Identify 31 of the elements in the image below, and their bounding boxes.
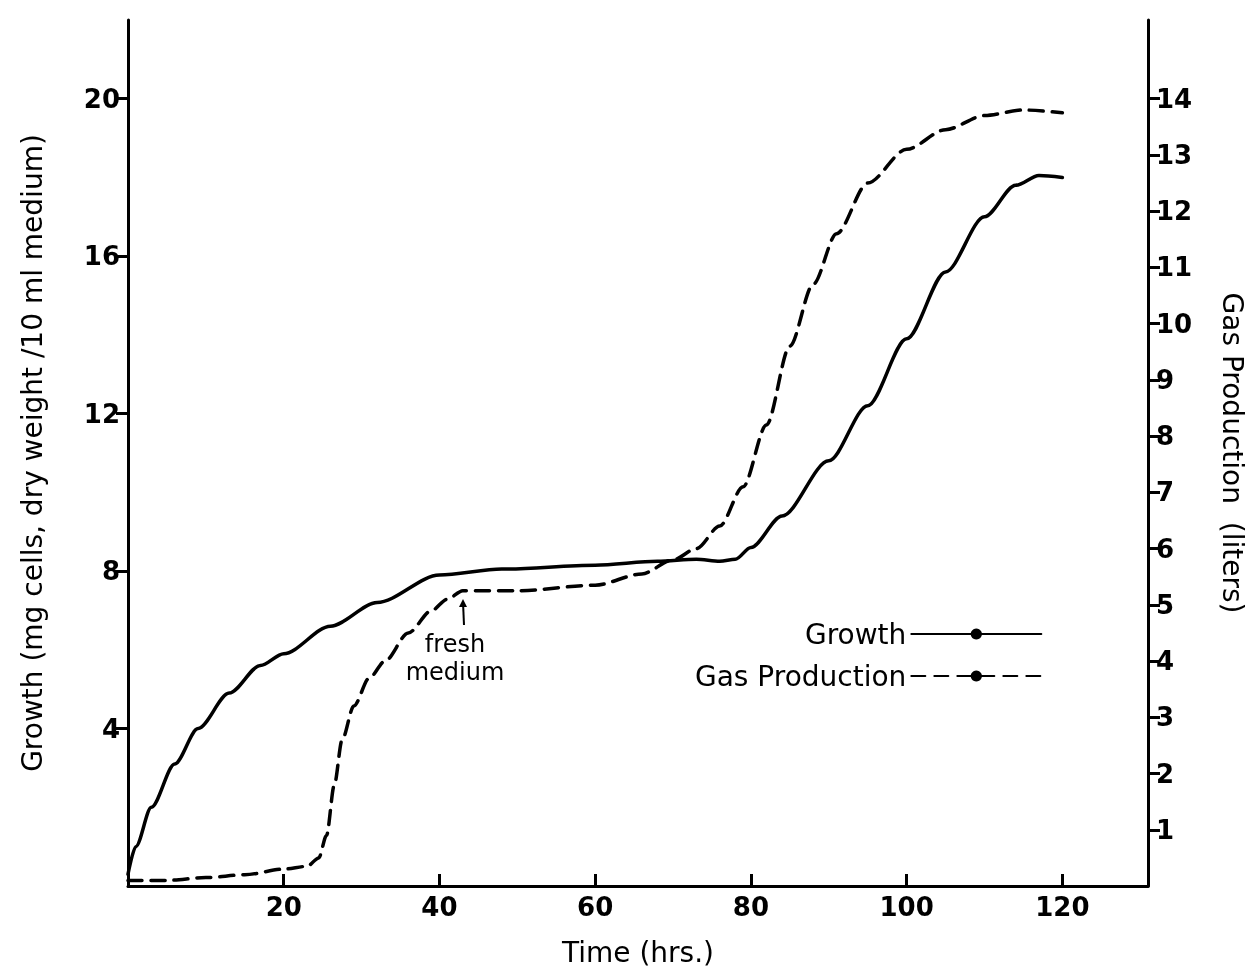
x-tick-label: 60 [577, 892, 614, 922]
y-tick-label: 12 [83, 398, 120, 429]
y-tick-label: 16 [83, 241, 120, 272]
y-tick-label: 4 [101, 713, 120, 744]
y2-tick-label: 2 [1156, 758, 1175, 789]
y2-tick-label: 7 [1156, 477, 1175, 508]
y2-tick-label: 5 [1156, 589, 1175, 620]
y2-tick-label: 14 [1156, 83, 1193, 114]
x-tick-label: 40 [421, 892, 458, 922]
x-tick-label: 80 [732, 892, 769, 922]
legend-label: Gas Production [695, 659, 907, 693]
y-axis-title: Growth (mg cells, dry weight /10 ml medium) [15, 134, 49, 772]
y2-tick-label: 6 [1156, 533, 1175, 564]
y2-tick-label: 3 [1156, 702, 1175, 733]
y2-tick-label: 12 [1156, 196, 1193, 227]
y2-axis-title: Gas Production (liters) [1215, 292, 1249, 614]
y2-tick-label: 11 [1156, 252, 1193, 283]
annotation: fresh medium [404, 630, 506, 686]
y2-tick-label: 9 [1156, 364, 1175, 395]
x-tick-label: 120 [1035, 892, 1090, 922]
x-tick-label: 20 [265, 892, 302, 922]
legend-label: Growth [804, 617, 907, 651]
y-tick-label: 20 [83, 83, 120, 114]
y2-tick-label: 13 [1156, 139, 1193, 170]
y2-tick-label: 4 [1156, 646, 1175, 677]
y-tick-label: 8 [101, 556, 120, 587]
x-tick-label: 100 [879, 892, 934, 922]
y2-tick-label: 10 [1156, 308, 1193, 339]
x-axis-title: Time (hrs.) [560, 935, 715, 969]
y2-tick-label: 1 [1156, 814, 1175, 845]
y2-tick-label: 8 [1156, 421, 1175, 452]
